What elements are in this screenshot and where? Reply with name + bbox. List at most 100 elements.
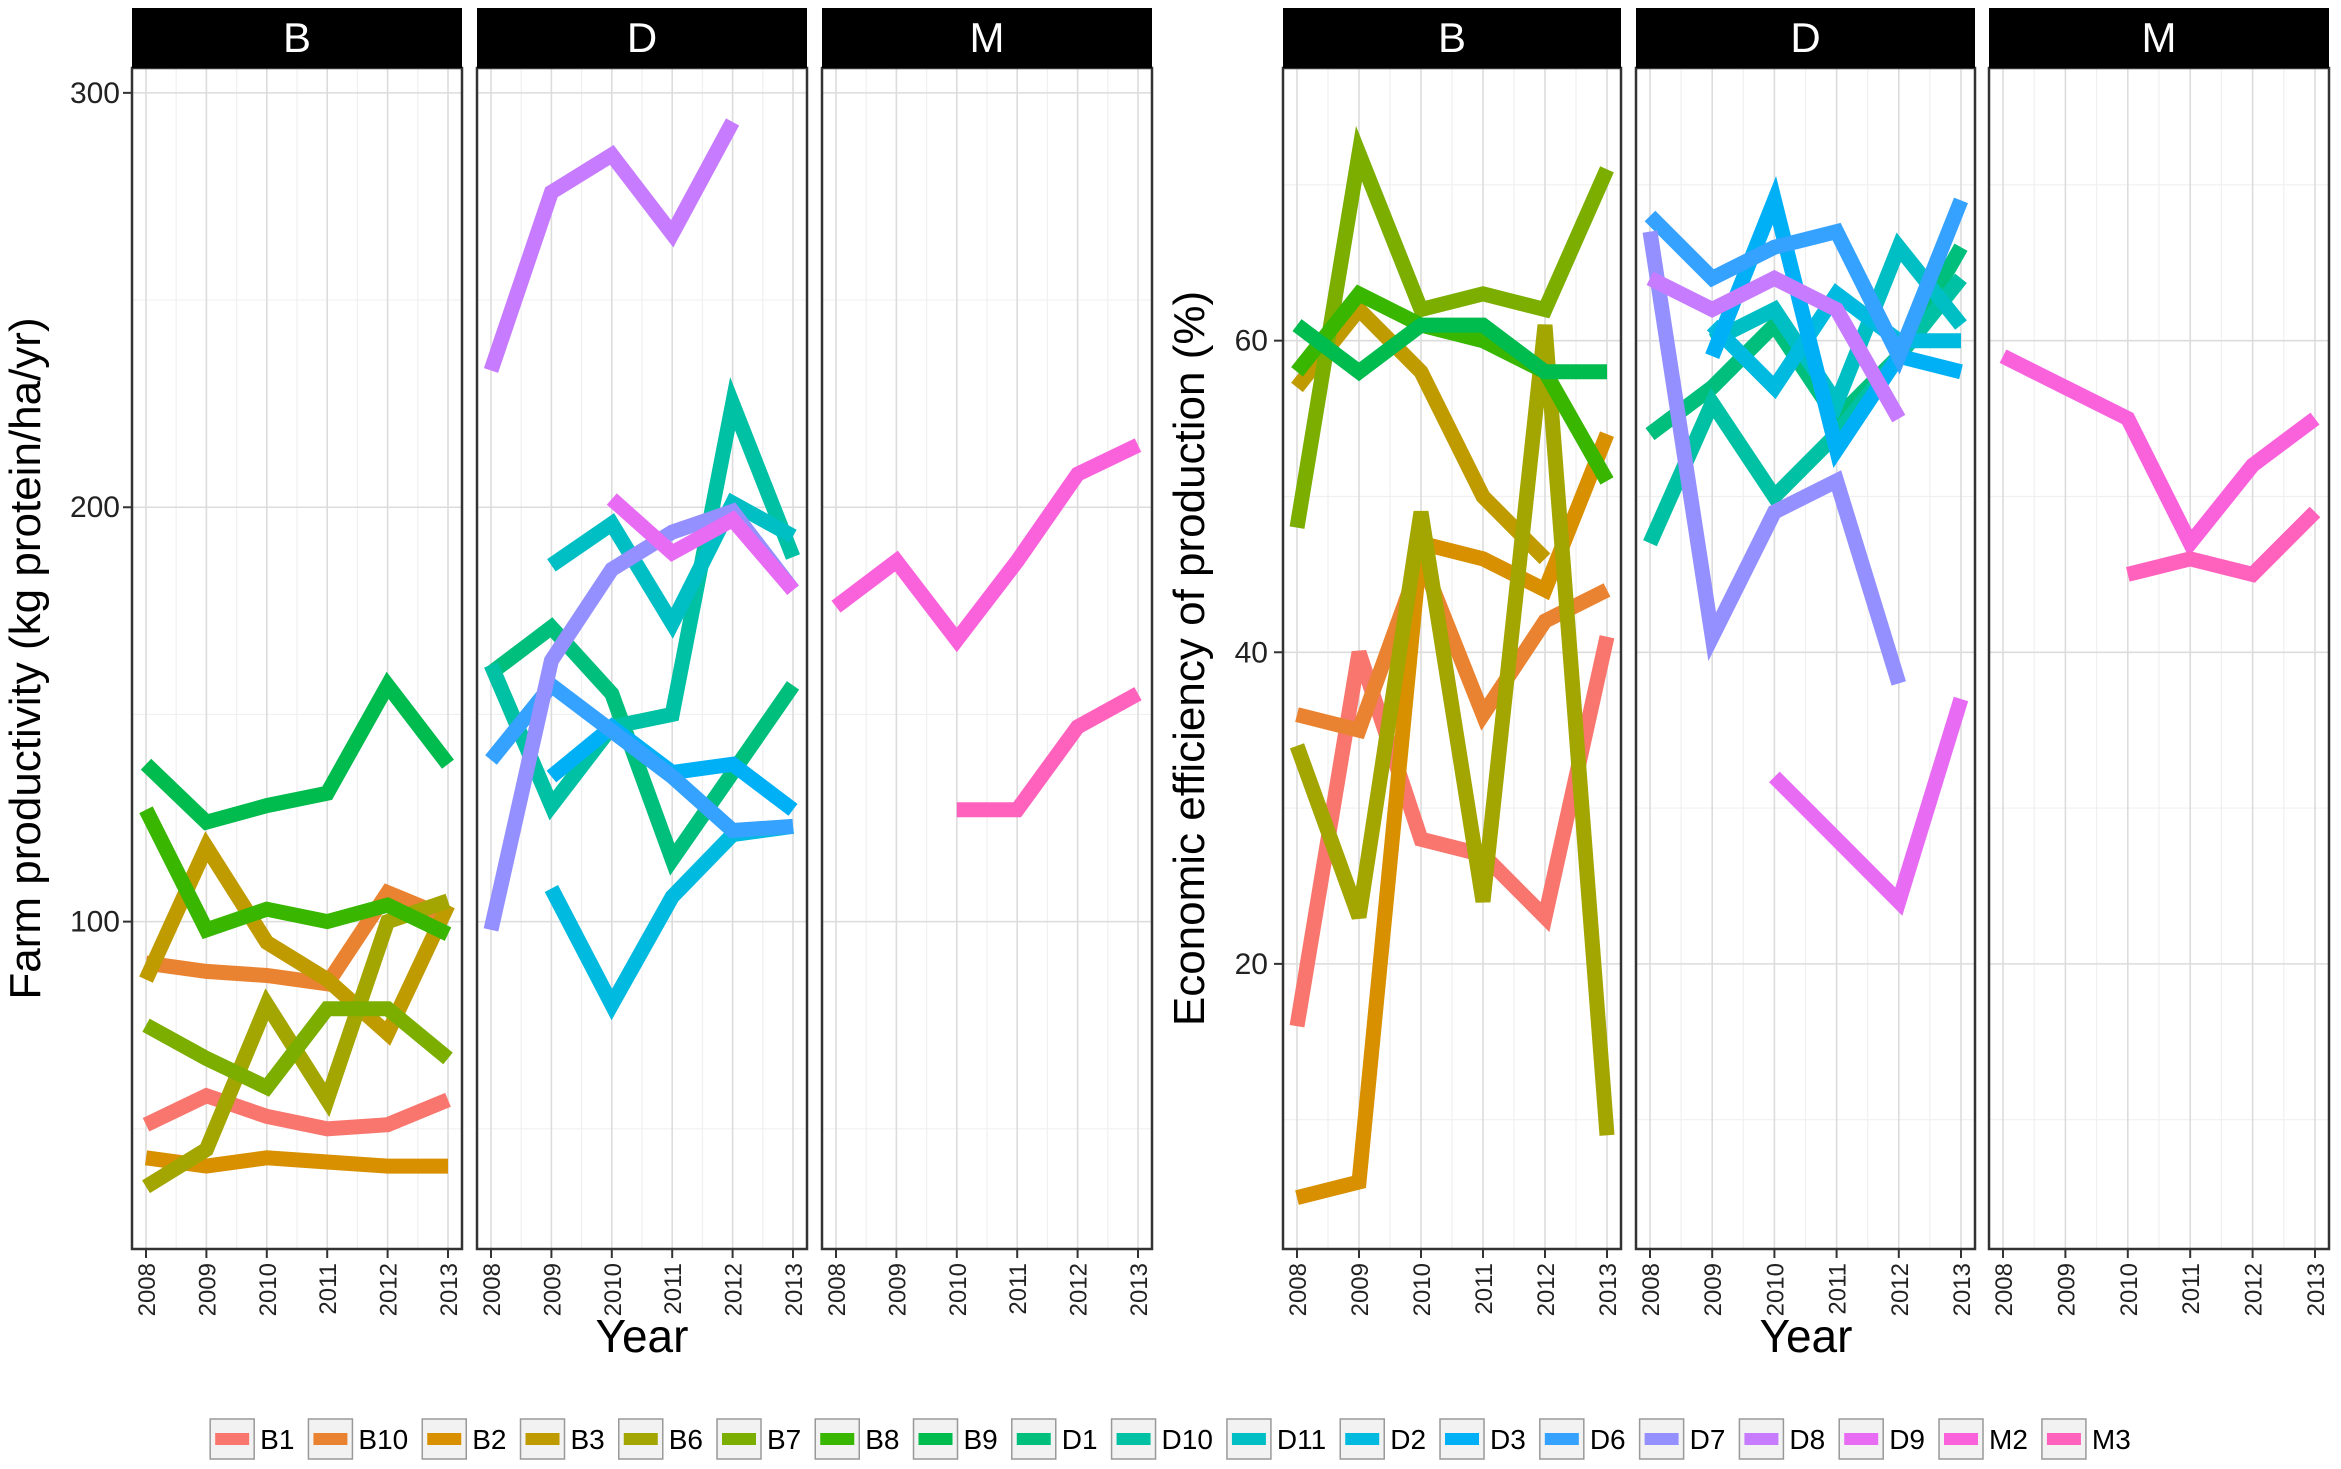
x-tick-label: 2009 [539, 1263, 566, 1316]
facet-strip-label: D [627, 14, 657, 61]
series-line-b2 [1295, 431, 1614, 1205]
x-tick-label: 2012 [1887, 1263, 1914, 1316]
legend-label: D11 [1277, 1424, 1326, 1455]
legend-label: D10 [1162, 1424, 1213, 1455]
series-line-b1 [142, 1087, 451, 1137]
legend-label: B3 [571, 1424, 605, 1455]
legend-item-m3: M3 [2041, 1418, 2131, 1460]
legend-label: D3 [1490, 1424, 1526, 1455]
x-tick-label: 2010 [2116, 1263, 2143, 1316]
facet-strip-label: D [1790, 14, 1820, 61]
x-tick-label: 2008 [134, 1263, 161, 1316]
legend-item-b7: B7 [716, 1418, 801, 1460]
legend-label: D9 [1889, 1424, 1925, 1455]
legend-label: B7 [767, 1424, 801, 1455]
legend-item-d9: D9 [1838, 1418, 1925, 1460]
y-axis-title: Economic efficiency of production (%) [1165, 291, 1214, 1026]
series-line-m2 [1999, 349, 2320, 558]
legend-item-b1: B1 [209, 1418, 294, 1460]
legend-item-d3: D3 [1439, 1418, 1526, 1460]
legend-item-b3: B3 [519, 1418, 605, 1460]
x-tick-label: 2013 [781, 1263, 808, 1316]
series-line-d9 [606, 493, 799, 595]
x-axis-title: Year [596, 1310, 689, 1362]
legend-label: B1 [260, 1424, 294, 1455]
x-tick-label: 2013 [1595, 1263, 1622, 1316]
facet-strip-m [1989, 8, 2329, 68]
y-tick-label: 200 [70, 491, 120, 524]
legend-item-d6: D6 [1539, 1418, 1626, 1460]
x-tick-label: 2011 [2178, 1263, 2205, 1315]
legend-label: D2 [1390, 1424, 1426, 1455]
series-line-b6 [1289, 324, 1615, 1136]
x-tick-label: 2008 [1285, 1263, 1312, 1316]
x-tick-label: 2011 [1005, 1263, 1032, 1315]
facet-strip-label: B [283, 14, 311, 61]
x-tick-label: 2013 [2303, 1263, 2330, 1316]
legend-item-d7: D7 [1638, 1418, 1726, 1460]
series-line-d2 [1706, 283, 1961, 400]
legend-label: D7 [1690, 1424, 1726, 1455]
series-line-m2 [831, 438, 1142, 653]
facet-strip-d [1636, 8, 1975, 68]
x-tick-label: 2008 [1991, 1263, 2018, 1316]
series-line-b1 [1289, 635, 1615, 1028]
legend-item-d11: D11 [1226, 1418, 1326, 1460]
legend-label: D6 [1590, 1424, 1626, 1455]
series-line-d9 [1769, 696, 1969, 916]
y-tick-label: 60 [1235, 325, 1268, 358]
x-tick-label: 2012 [376, 1263, 403, 1316]
legend-item-b6: B6 [618, 1418, 703, 1460]
x-tick-label: 2009 [1347, 1263, 1374, 1316]
y-axis-title: Farm productivity (kg protein/ha/yr) [1, 317, 50, 999]
legend-label: B8 [865, 1424, 899, 1455]
y-tick-label: 20 [1235, 948, 1268, 981]
x-tick-label: 2010 [1409, 1263, 1436, 1316]
series-line-b9 [1292, 317, 1607, 382]
x-tick-label: 2008 [824, 1263, 851, 1316]
series-line-b3 [1291, 298, 1551, 565]
series-line-d11 [547, 492, 797, 639]
x-tick-label: 2008 [479, 1263, 506, 1316]
x-tick-label: 2010 [945, 1263, 972, 1316]
series-line-d1 [486, 617, 800, 876]
series-line-b2 [144, 1150, 448, 1174]
legend-label: M2 [1989, 1424, 2028, 1455]
series-line-b7 [142, 1001, 453, 1097]
series-line-d8 [483, 118, 740, 373]
series-line-b10 [144, 883, 451, 992]
x-tick-label: 2011 [1825, 1263, 1852, 1315]
legend-item-b9: B9 [912, 1418, 998, 1460]
facet-strip-label: M [2142, 14, 2177, 61]
series-line-d8 [1646, 269, 1906, 423]
legend-item-b10: B10 [307, 1418, 408, 1460]
series-line-b7 [1289, 125, 1614, 529]
x-tick-label: 2010 [1762, 1263, 1789, 1316]
legend-label: B9 [964, 1424, 998, 1455]
x-tick-label: 2013 [1949, 1263, 1976, 1316]
x-tick-label: 2009 [2053, 1263, 2080, 1316]
legend-item-b2: B2 [421, 1418, 507, 1460]
x-tick-label: 2011 [315, 1263, 342, 1315]
x-tick-label: 2009 [194, 1263, 221, 1316]
x-tick-label: 2012 [1066, 1263, 1093, 1316]
x-tick-label: 2012 [2241, 1263, 2268, 1316]
legend-label: B2 [472, 1424, 506, 1455]
x-tick-label: 2010 [255, 1263, 282, 1316]
facet-strip-label: M [970, 14, 1005, 61]
series-line-b8 [139, 806, 452, 941]
series-line-d10 [484, 377, 800, 821]
x-tick-label: 2012 [1533, 1263, 1560, 1316]
legend-label: D8 [1789, 1424, 1825, 1455]
x-tick-label: 2008 [1638, 1263, 1665, 1316]
legend-label: B6 [669, 1424, 703, 1455]
series-line-d6 [1644, 197, 1968, 375]
series-line-b8 [1291, 284, 1614, 485]
legend-item-d1: D1 [1011, 1418, 1098, 1460]
x-tick-label: 2009 [884, 1263, 911, 1316]
legend-item-d2: D2 [1339, 1418, 1426, 1460]
legend-item-d10: D10 [1110, 1418, 1213, 1460]
x-tick-label: 2009 [1700, 1263, 1727, 1316]
series-line-d7 [1642, 230, 1906, 686]
